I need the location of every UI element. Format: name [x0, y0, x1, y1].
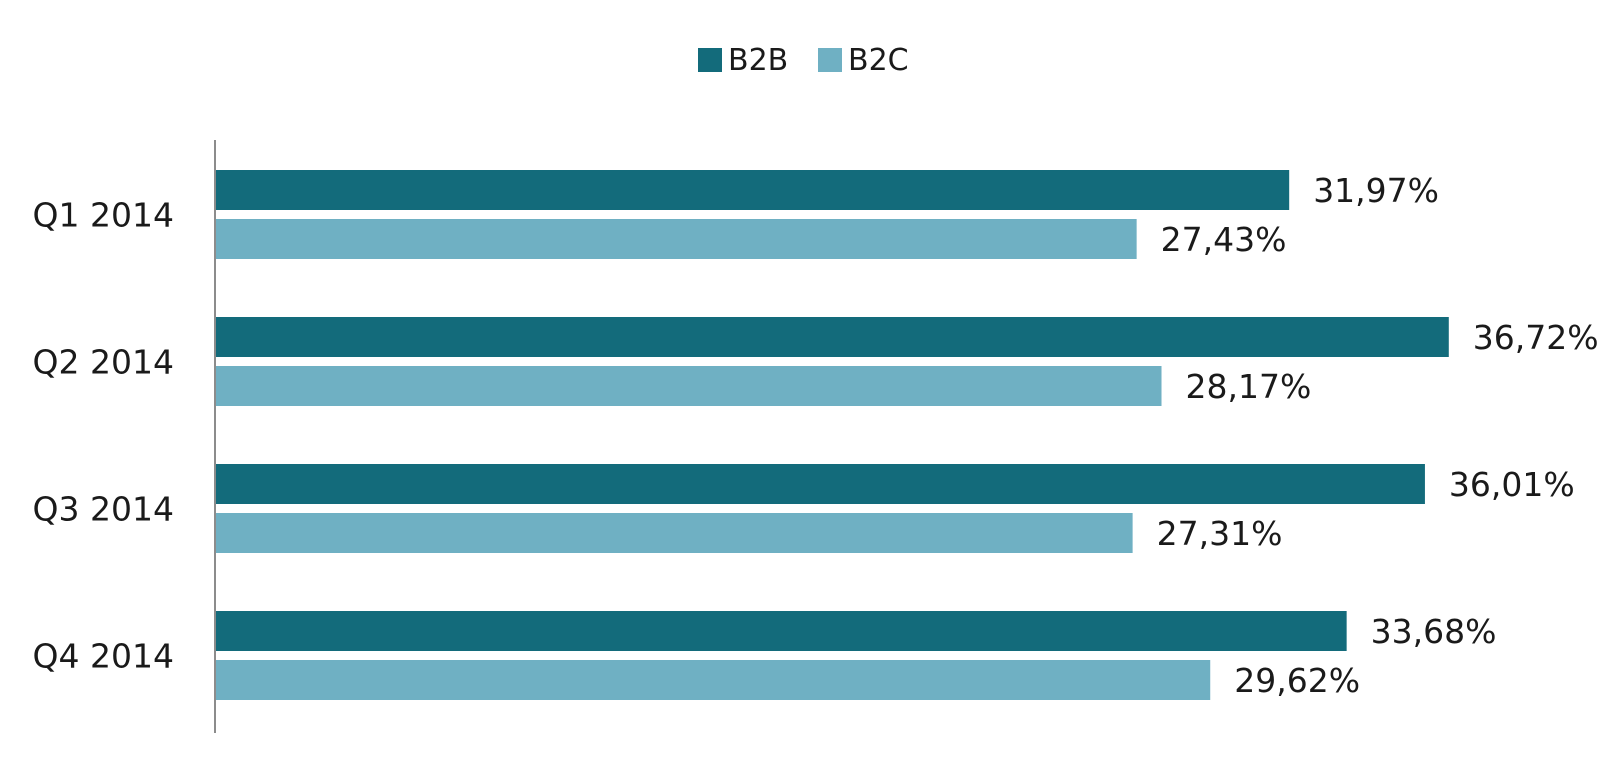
data-label-b2c-2: 28,17%	[1186, 367, 1312, 406]
data-label-b2b-1: 31,97%	[1313, 171, 1439, 210]
bar-b2c-q3-2014	[215, 513, 1133, 553]
legend-swatch-b2b	[698, 48, 722, 72]
category-label-3: Q3 2014	[33, 490, 174, 529]
legend: B2B B2C	[698, 43, 909, 78]
legend-label-b2c: B2C	[848, 43, 909, 78]
data-label-b2c-1: 27,43%	[1161, 220, 1287, 259]
legend-swatch-b2c	[818, 48, 842, 72]
bar-b2b-q4-2014	[215, 611, 1347, 651]
bar-b2b-q2-2014	[215, 317, 1449, 357]
category-labels: Q1 2014 Q2 2014 Q3 2014 Q4 2014	[33, 196, 174, 676]
data-label-b2c-4: 29,62%	[1234, 661, 1360, 700]
data-label-b2b-4: 33,68%	[1371, 612, 1497, 651]
bars	[215, 170, 1449, 700]
category-label-1: Q1 2014	[33, 196, 174, 235]
category-label-2: Q2 2014	[33, 343, 174, 382]
bar-b2c-q2-2014	[215, 366, 1162, 406]
category-label-4: Q4 2014	[33, 637, 174, 676]
data-labels: 31,97% 27,43% 36,72% 28,17% 36,01% 27,31% 33,6…	[1157, 171, 1599, 700]
bar-b2c-q4-2014	[215, 660, 1211, 700]
bar-b2b-q3-2014	[215, 464, 1425, 504]
bar-b2c-q1-2014	[215, 219, 1137, 259]
data-label-b2b-2: 36,72%	[1473, 318, 1599, 357]
data-label-b2b-3: 36,01%	[1449, 465, 1575, 504]
data-label-b2c-3: 27,31%	[1157, 514, 1283, 553]
bar-b2b-q1-2014	[215, 170, 1290, 210]
legend-label-b2b: B2B	[728, 43, 788, 78]
